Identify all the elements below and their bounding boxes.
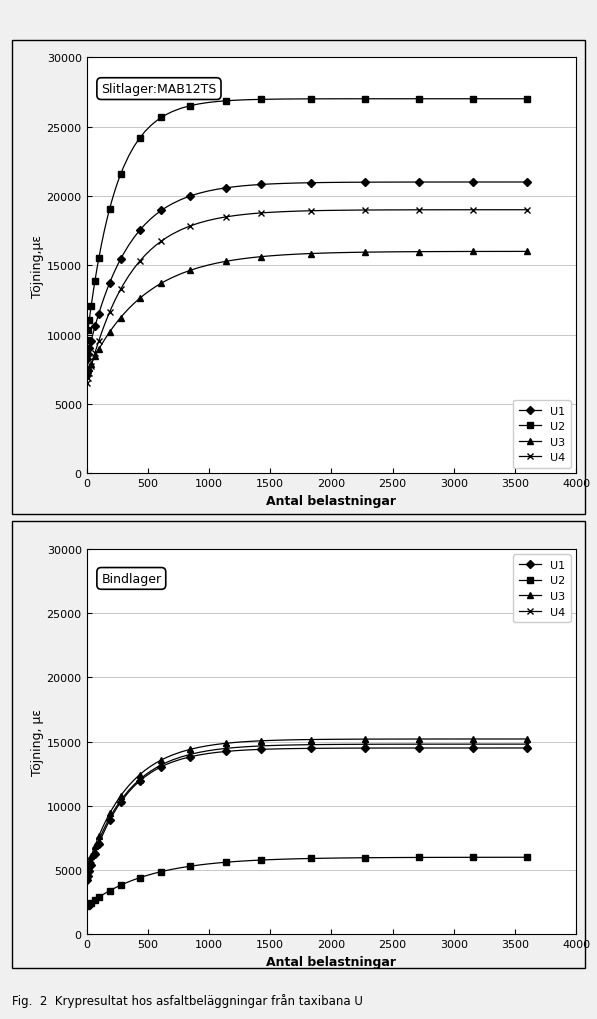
U3 — [83, 864, 90, 876]
U1 — [524, 742, 531, 754]
Line: U4: U4 — [84, 208, 530, 386]
U1 — [177, 753, 184, 765]
U1 — [88, 856, 96, 868]
Legend: U1, U2, U3, U4: U1, U2, U3, U4 — [513, 554, 571, 623]
U4 — [524, 205, 531, 217]
U2 — [103, 214, 110, 226]
U1 — [103, 819, 110, 832]
U3 — [524, 733, 531, 745]
Line: U4: U4 — [84, 742, 530, 876]
U1 — [177, 195, 184, 207]
U2 — [86, 898, 93, 910]
Legend: U1, U2, U3, U4: U1, U2, U3, U4 — [513, 400, 571, 469]
U4 — [88, 357, 96, 369]
U2 — [177, 862, 184, 874]
U4 — [86, 366, 93, 378]
U2 — [85, 899, 92, 911]
U2 — [83, 335, 90, 347]
Text: Fig.  2  Krypresultat hos asfaltbeläggningar från taxibana U: Fig. 2 Krypresultat hos asfaltbeläggning… — [12, 993, 363, 1007]
U4 — [88, 852, 96, 864]
U3 — [101, 334, 108, 346]
U3 — [524, 246, 531, 258]
U4 — [86, 859, 93, 871]
U3 — [103, 812, 110, 824]
U2 — [177, 103, 184, 115]
U1 — [83, 874, 90, 887]
U4 — [524, 739, 531, 751]
U3 — [85, 364, 92, 376]
U2 — [524, 94, 531, 106]
Text: Slitlager:MAB12TS: Slitlager:MAB12TS — [101, 83, 217, 96]
U4 — [85, 862, 92, 874]
U2 — [85, 322, 92, 334]
U3 — [101, 818, 108, 830]
U1 — [86, 864, 93, 876]
U3 — [103, 330, 110, 342]
U2 — [83, 900, 90, 912]
U1 — [88, 331, 96, 343]
X-axis label: Antal belastningar: Antal belastningar — [266, 955, 396, 968]
U2 — [101, 888, 108, 900]
U2 — [101, 226, 108, 238]
U1 — [524, 176, 531, 189]
U4 — [177, 224, 184, 236]
U3 — [88, 848, 96, 860]
U2 — [103, 887, 110, 899]
U3 — [177, 746, 184, 758]
U4 — [101, 320, 108, 332]
Y-axis label: Töjning,με: Töjning,με — [31, 234, 44, 298]
U2 — [86, 312, 93, 324]
U1 — [86, 341, 93, 354]
U4 — [85, 371, 92, 383]
Line: U2: U2 — [84, 855, 530, 909]
U2 — [524, 851, 531, 863]
Line: U3: U3 — [84, 737, 530, 872]
U3 — [86, 855, 93, 867]
Y-axis label: Töjning, με: Töjning, με — [31, 708, 44, 775]
U4 — [177, 751, 184, 763]
U4 — [83, 377, 90, 389]
U4 — [101, 822, 108, 835]
U1 — [85, 346, 92, 359]
Line: U3: U3 — [84, 250, 530, 377]
U3 — [83, 368, 90, 380]
Text: Bindlager: Bindlager — [101, 573, 161, 585]
U1 — [101, 825, 108, 838]
U3 — [177, 268, 184, 280]
U2 — [88, 896, 96, 908]
U3 — [86, 362, 93, 374]
U1 — [101, 291, 108, 304]
Line: U1: U1 — [84, 746, 530, 882]
U2 — [88, 293, 96, 306]
Line: U2: U2 — [84, 97, 530, 344]
U4 — [83, 867, 90, 879]
U1 — [103, 284, 110, 297]
X-axis label: Antal belastningar: Antal belastningar — [266, 494, 396, 507]
U1 — [85, 868, 92, 880]
U3 — [88, 357, 96, 369]
U4 — [103, 817, 110, 829]
U1 — [83, 354, 90, 366]
Line: U1: U1 — [84, 180, 530, 363]
U4 — [103, 313, 110, 325]
U3 — [85, 859, 92, 871]
